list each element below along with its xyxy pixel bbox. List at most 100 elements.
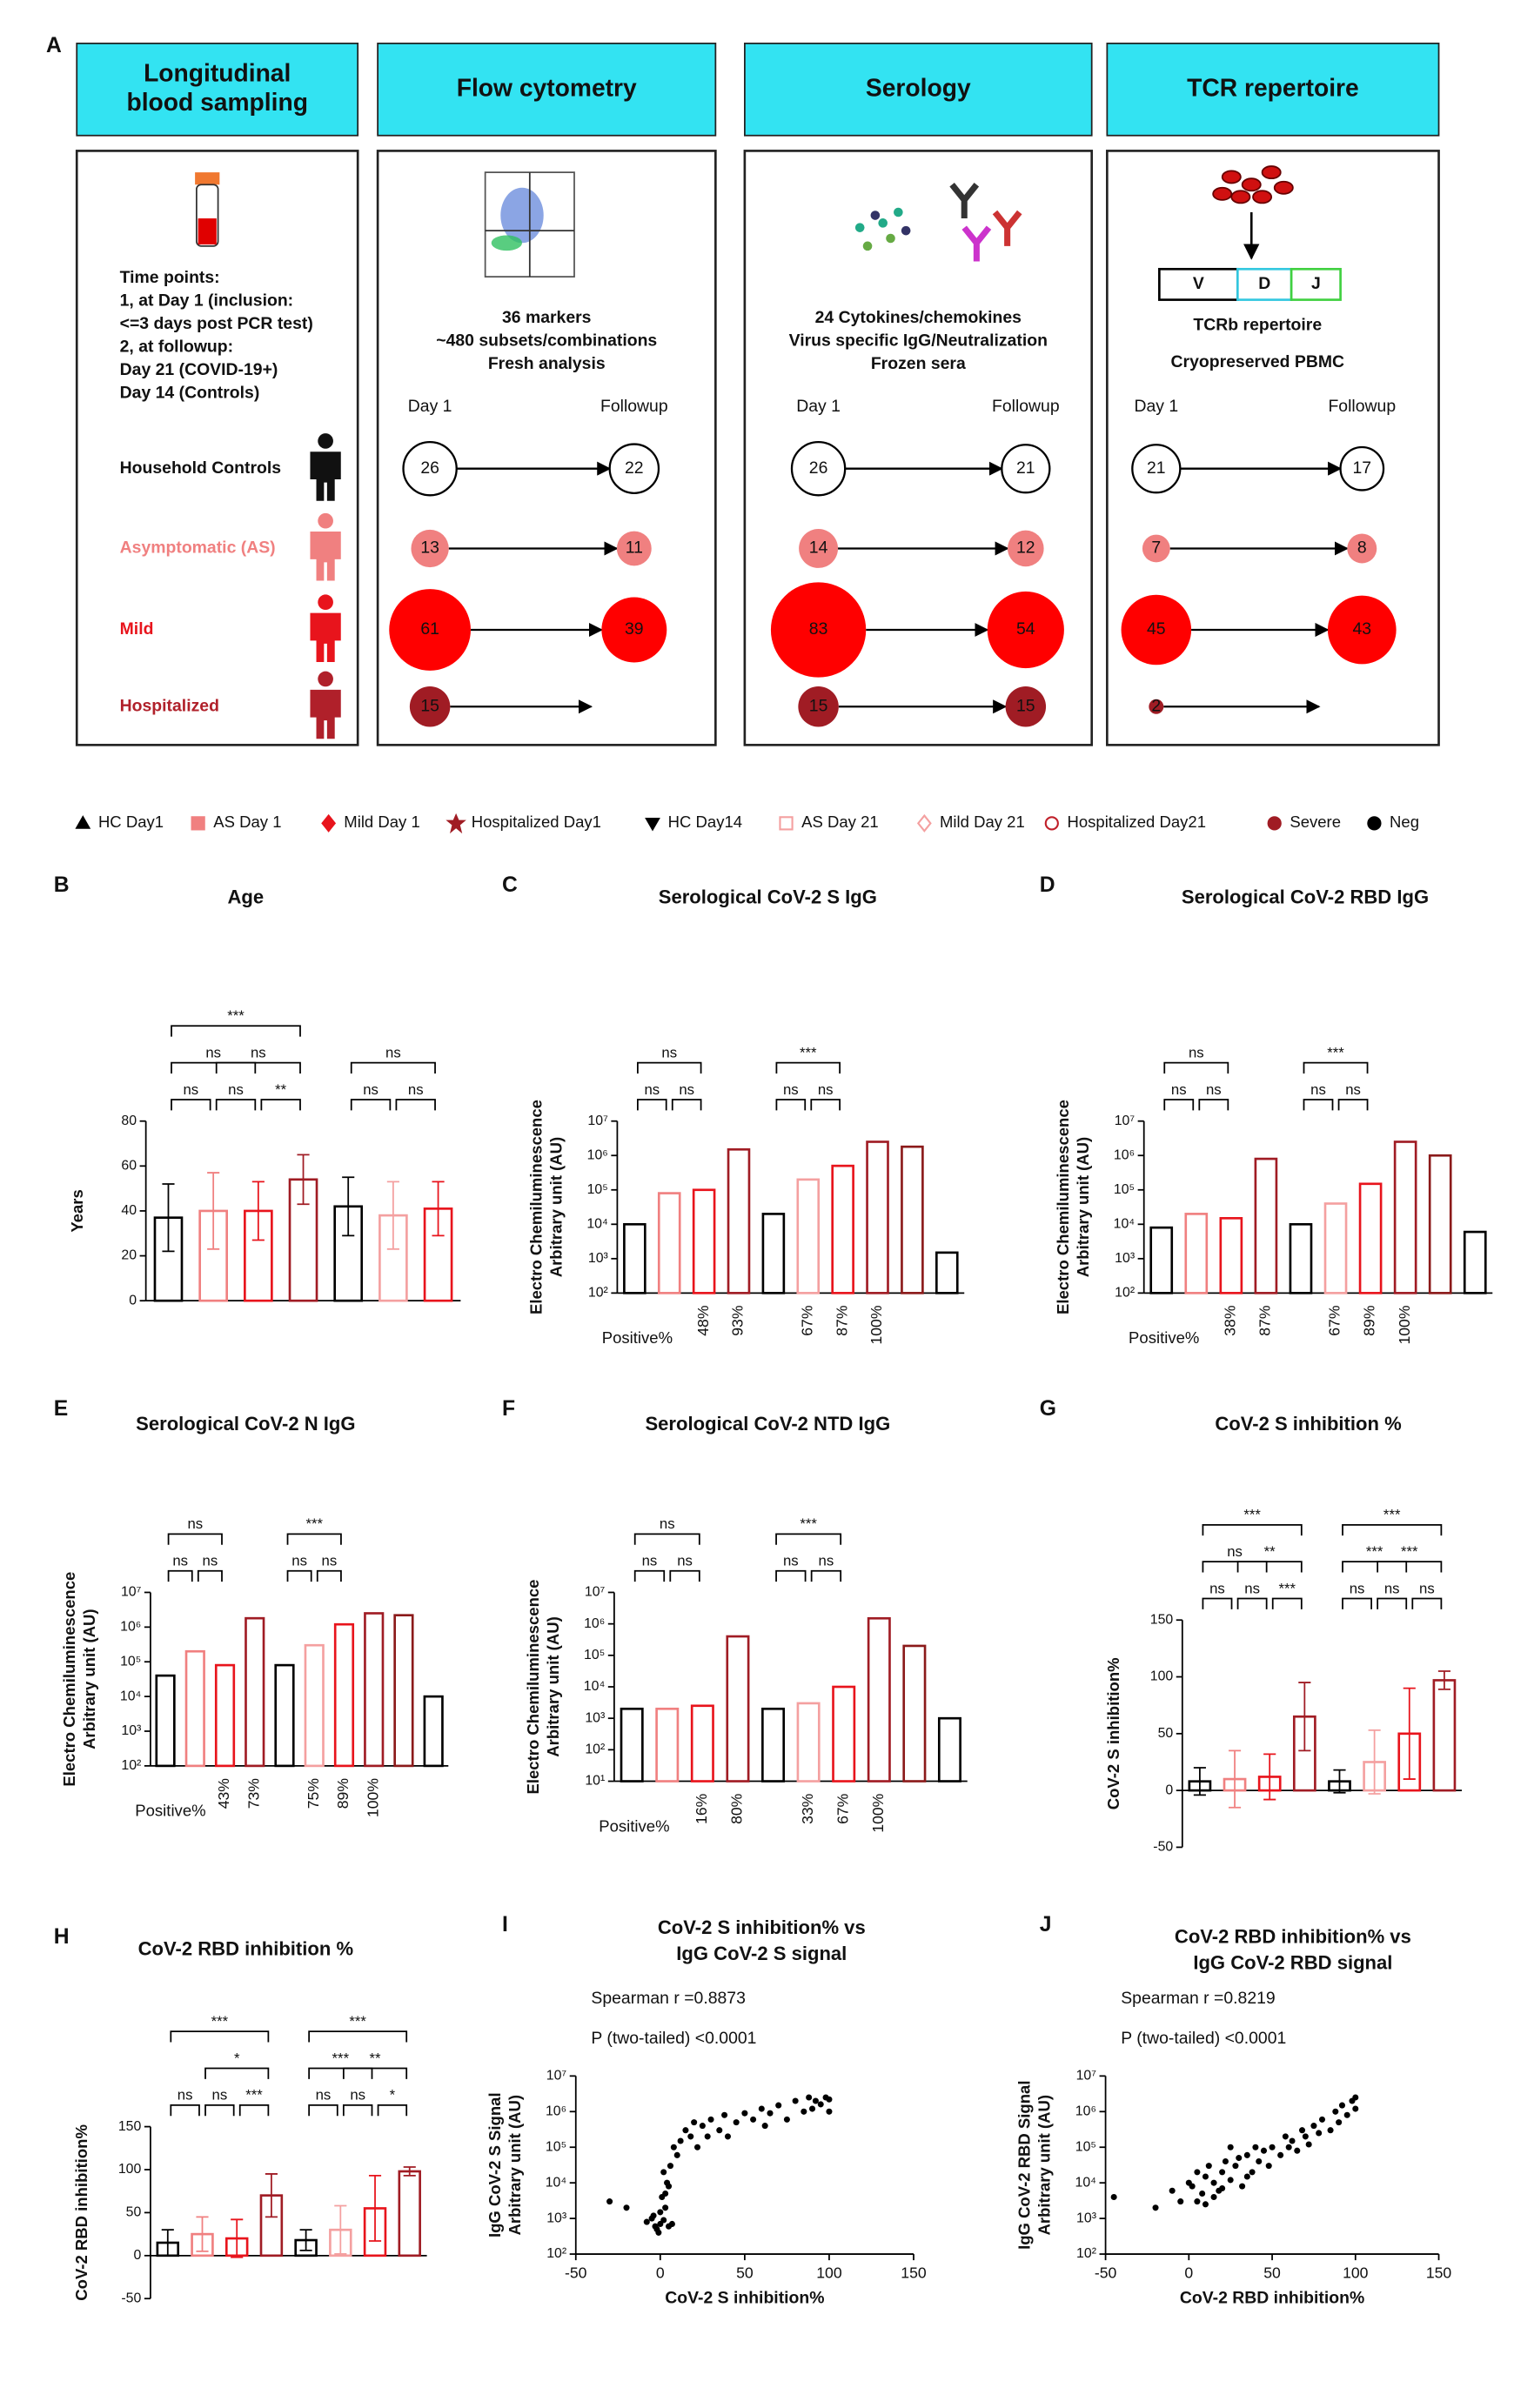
y-axis-label: Arbitrary unit (AU) <box>544 1616 562 1757</box>
significance-bracket <box>1163 1061 1229 1074</box>
y-axis-label: Arbitrary unit (AU) <box>506 2095 524 2235</box>
stat-text: P (two-tailed) <0.0001 <box>1121 2029 1286 2048</box>
chart-title: CoV-2 RBD inhibition% vs <box>1175 1925 1411 1947</box>
count-label: 43 <box>1352 619 1371 639</box>
point <box>662 2190 669 2197</box>
y-tick-label: 10⁷ <box>1115 1114 1136 1128</box>
count-circle <box>1121 594 1192 666</box>
panel-label: H <box>54 1925 70 1949</box>
bar <box>155 1674 176 1768</box>
positive-label: 38% <box>1222 1305 1239 1336</box>
count-label: 39 <box>625 619 644 639</box>
significance-bracket <box>810 1569 842 1582</box>
chart-title: Serological CoV-2 RBD IgG <box>1182 886 1429 908</box>
significance-bracket <box>204 2104 235 2117</box>
significance-bracket <box>669 1569 700 1582</box>
legend-label: Severe <box>1290 813 1341 831</box>
bar <box>398 2170 421 2258</box>
x-tick-label: 50 <box>1263 2264 1281 2282</box>
significance-bracket <box>215 1061 301 1074</box>
significance-bracket <box>775 1533 842 1545</box>
significance-bracket <box>1202 1597 1233 1609</box>
point <box>1305 2141 1312 2148</box>
x-axis-label: CoV-2 S inhibition% <box>665 2288 824 2307</box>
count-circle <box>389 589 471 671</box>
sampling-text: Day 21 (COVID-19+) <box>120 360 278 379</box>
count-circle <box>1131 444 1182 494</box>
sampling-text: 2, at followup: <box>120 337 233 356</box>
day1-label: Day 1 <box>1134 397 1178 416</box>
point <box>643 2218 650 2225</box>
legend-marker <box>1267 816 1282 831</box>
significance-label: ns <box>783 1553 799 1569</box>
significance-bracket <box>197 1569 223 1582</box>
positive-label: 100% <box>1396 1305 1413 1344</box>
y-tick-label: 10⁵ <box>546 2139 566 2154</box>
error-bar <box>1437 1670 1450 1690</box>
legend-label: Hospitalized Day21 <box>1067 813 1206 831</box>
significance-label: *** <box>305 1515 323 1532</box>
error-bar <box>1368 1729 1381 1795</box>
positive-title: Positive% <box>135 1802 205 1820</box>
point <box>1302 2133 1309 2140</box>
point <box>1310 2123 1317 2130</box>
y-tick-label: 10⁷ <box>546 2069 567 2084</box>
header-text: Longitudinal <box>144 59 291 87</box>
count-circle <box>790 440 847 497</box>
error-bar <box>231 2218 244 2258</box>
point <box>1202 2173 1209 2180</box>
point <box>1318 2116 1326 2123</box>
point <box>1352 2094 1359 2101</box>
legend-marker <box>1367 816 1382 831</box>
y-tick-label: 100 <box>118 2162 142 2177</box>
header-box <box>1106 42 1440 137</box>
y-tick-label: 10⁴ <box>586 1216 608 1231</box>
positive-label: 75% <box>305 1778 322 1809</box>
cytokine <box>886 233 895 244</box>
cytokine <box>901 225 911 236</box>
y-tick-label: 10⁶ <box>546 2104 566 2118</box>
count-label: 26 <box>420 458 439 478</box>
point <box>1177 2198 1184 2205</box>
chart-title: IgG CoV-2 RBD signal <box>1193 1951 1392 1973</box>
chart-title: CoV-2 S inhibition% vs <box>658 1916 866 1938</box>
significance-label: ns <box>661 1044 677 1060</box>
cytokine <box>894 207 903 217</box>
point <box>792 2097 799 2104</box>
point <box>1232 2163 1239 2170</box>
significance-label: ns <box>350 2087 365 2104</box>
significance-bracket <box>350 1099 392 1111</box>
point <box>767 2110 774 2117</box>
y-tick-label: 10² <box>588 1286 608 1301</box>
significance-label: *** <box>1243 1507 1261 1523</box>
count-label: 7 <box>1151 538 1161 558</box>
gene-segment-label: V <box>1193 274 1204 293</box>
y-tick-label: 10⁷ <box>587 1114 608 1128</box>
header-box <box>377 42 717 137</box>
y-tick-label: 10⁶ <box>120 1620 141 1635</box>
bar <box>796 1178 821 1294</box>
significance-label: *** <box>332 2050 350 2066</box>
y-tick-label: 10³ <box>585 1710 605 1725</box>
error-bar <box>162 1183 175 1253</box>
cell <box>1252 190 1273 204</box>
positive-label: 33% <box>799 1793 816 1824</box>
legend-marker <box>445 813 466 834</box>
point <box>662 2204 669 2211</box>
day1-label: Day 1 <box>796 397 841 416</box>
error-bar <box>251 1181 265 1241</box>
sampling-text: <=3 days post PCR test) <box>120 314 313 333</box>
significance-bracket <box>167 1533 223 1545</box>
legend-label: Mild Day 1 <box>344 813 419 831</box>
panel-label: F <box>502 1397 515 1421</box>
point <box>650 2212 657 2219</box>
point <box>606 2198 613 2205</box>
significance-label: ns <box>316 2087 332 2104</box>
bar <box>620 1707 644 1783</box>
chart-title: IgG CoV-2 S signal <box>676 1943 847 1964</box>
point <box>1265 2163 1272 2170</box>
gene-segment-label: J <box>1311 274 1321 293</box>
error-bar <box>1333 1769 1346 1794</box>
significance-label: ns <box>322 1553 338 1569</box>
error-bar <box>161 2229 174 2257</box>
